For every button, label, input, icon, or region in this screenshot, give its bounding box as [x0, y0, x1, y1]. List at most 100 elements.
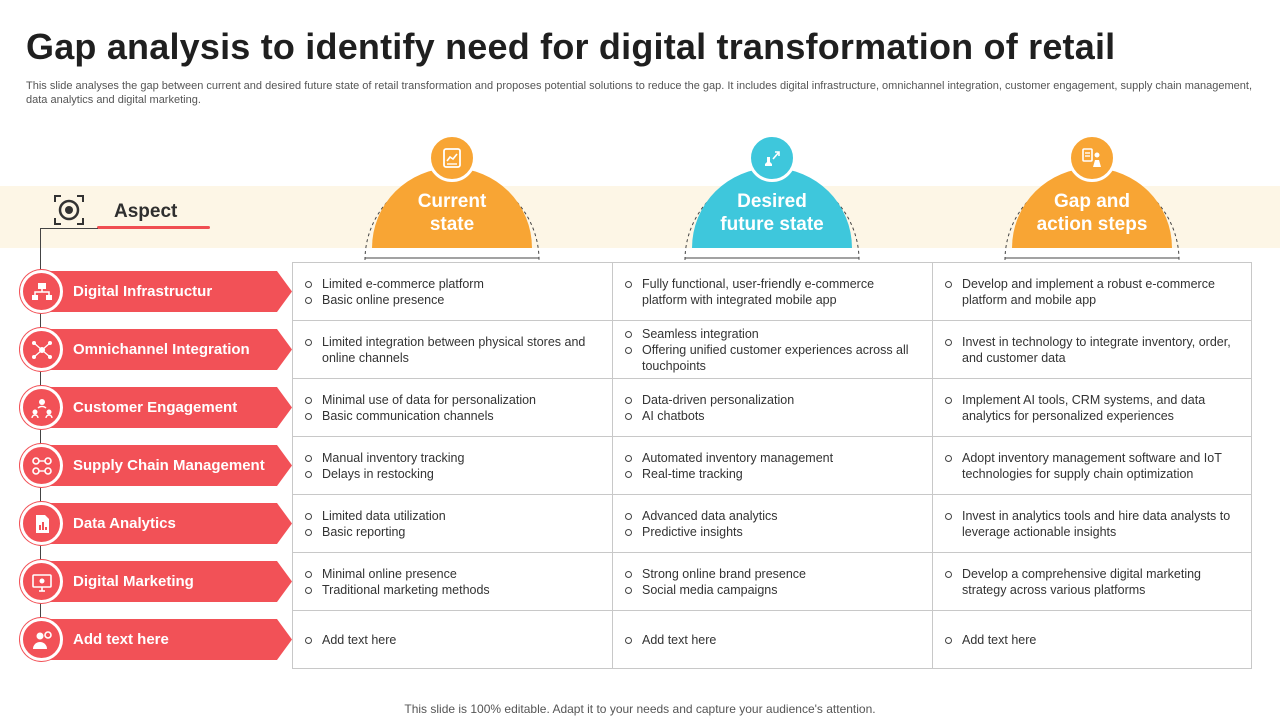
table-cell: Automated inventory management Real-time …: [613, 437, 933, 495]
aspect-row-label: Data Analytics: [20, 502, 292, 545]
aspect-label: Aspect: [114, 201, 178, 222]
bullet-item: Social media campaigns: [625, 582, 916, 598]
table-cell: Limited data utilization Basic reporting: [293, 495, 613, 553]
bullet-item: Manual inventory tracking: [305, 450, 596, 466]
aspect-row-text: Digital Marketing: [73, 573, 194, 590]
aspect-row-text: Supply Chain Management: [73, 457, 265, 474]
column-header-line2: future state: [720, 214, 824, 235]
aspect-ribbon: [42, 387, 292, 428]
aspect-ribbon: [42, 561, 292, 602]
aspect-underline: [97, 226, 210, 229]
aspect-ribbon: [42, 271, 292, 312]
aspect-row-label: Add text here: [20, 618, 292, 661]
bullet-item: Real-time tracking: [625, 466, 916, 482]
bullet-item: Predictive insights: [625, 524, 916, 540]
bullet-list: Fully functional, user-friendly e-commer…: [625, 276, 916, 308]
bullet-item: Invest in technology to integrate invent…: [945, 334, 1235, 366]
target-icon: [54, 195, 84, 225]
aspect-row-text: Omnichannel Integration: [73, 341, 250, 358]
footer-note: This slide is 100% editable. Adapt it to…: [404, 702, 876, 716]
bullet-list: Data-driven personalization AI chatbots: [625, 392, 916, 424]
bullet-item: Advanced data analytics: [625, 508, 916, 524]
table-cell: Limited integration between physical sto…: [293, 321, 613, 379]
bullet-list: Add text here: [625, 632, 916, 648]
bullet-item: Basic communication channels: [305, 408, 596, 424]
table-cell: Add text here: [293, 611, 613, 668]
bullet-list: Add text here: [945, 632, 1235, 648]
column-header-line1: Gap and: [1053, 191, 1130, 212]
aspect-row-text: Data Analytics: [73, 515, 176, 532]
aspect-row-label: Supply Chain Management: [20, 444, 292, 487]
dome-outline: [364, 172, 540, 260]
aspect-ribbon: [42, 619, 292, 660]
bullet-item: Traditional marketing methods: [305, 582, 596, 598]
bullet-item: Add text here: [945, 632, 1235, 648]
bullet-list: Automated inventory management Real-time …: [625, 450, 916, 482]
aspect-row-label: Digital Infrastructur: [20, 270, 292, 313]
supply-chain-icon: [20, 444, 63, 487]
table-cell: Minimal use of data for personalization B…: [293, 379, 613, 437]
aspect-row-text: Digital Infrastructur: [73, 283, 213, 300]
aspect-ribbon: [42, 329, 292, 370]
bullet-item: Limited e-commerce platform: [305, 276, 596, 292]
bullet-item: Develop and implement a robust e-commerc…: [945, 276, 1235, 308]
table-cell: Seamless integration Offering unified cus…: [613, 321, 933, 379]
bullet-item: Add text here: [305, 632, 596, 648]
bullet-item: Limited data utilization: [305, 508, 596, 524]
table-cell: Fully functional, user-friendly e-commer…: [613, 263, 933, 321]
hub-icon: [20, 328, 63, 371]
chart-report-icon: [428, 134, 476, 182]
column-header-line2: action steps: [1036, 214, 1148, 235]
gap-table: Limited e-commerce platform Basic online …: [292, 262, 1252, 669]
bullet-item: AI chatbots: [625, 408, 916, 424]
bullet-item: Basic online presence: [305, 292, 596, 308]
aspect-row-label: Digital Marketing: [20, 560, 292, 603]
table-cell: Implement AI tools, CRM systems, and dat…: [933, 379, 1251, 437]
table-cell: Develop a comprehensive digital marketin…: [933, 553, 1251, 611]
aspect-ribbon: [42, 503, 292, 544]
bullet-item: Fully functional, user-friendly e-commer…: [625, 276, 916, 308]
table-cell: Limited e-commerce platform Basic online …: [293, 263, 613, 321]
table-cell: Adopt inventory management software and …: [933, 437, 1251, 495]
aspect-row-label: Omnichannel Integration: [20, 328, 292, 371]
bullet-item: Minimal use of data for personalization: [305, 392, 596, 408]
bullet-item: Seamless integration: [625, 326, 916, 342]
aspect-ribbon: [42, 445, 292, 486]
document-chart-icon: [20, 502, 63, 545]
person-gear-icon: [20, 618, 63, 661]
bullet-list: Limited e-commerce platform Basic online …: [305, 276, 596, 308]
customers-icon: [20, 386, 63, 429]
bullet-item: Implement AI tools, CRM systems, and dat…: [945, 392, 1235, 424]
table-cell: Invest in analytics tools and hire data …: [933, 495, 1251, 553]
aspect-row-text: Add text here: [73, 631, 169, 648]
bullet-item: Strong online brand presence: [625, 566, 916, 582]
bullet-item: Delays in restocking: [305, 466, 596, 482]
bullet-list: Implement AI tools, CRM systems, and dat…: [945, 392, 1235, 424]
aspect-row-label: Customer Engagement: [20, 386, 292, 429]
bullet-item: Limited integration between physical sto…: [305, 334, 596, 366]
table-cell: Add text here: [613, 611, 933, 668]
aspect-connector-horizontal: [40, 228, 98, 229]
table-cell: Strong online brand presence Social media…: [613, 553, 933, 611]
column-header-line1: Desired: [737, 191, 807, 212]
bullet-item: Adopt inventory management software and …: [945, 450, 1235, 482]
aspect-row-text: Customer Engagement: [73, 399, 238, 416]
bullet-list: Manual inventory tracking Delays in resto…: [305, 450, 596, 482]
bullet-list: Adopt inventory management software and …: [945, 450, 1235, 482]
bullet-list: Add text here: [305, 632, 596, 648]
table-cell: Invest in technology to integrate invent…: [933, 321, 1251, 379]
page-title: Gap analysis to identify need for digita…: [26, 26, 1116, 67]
network-icon: [20, 270, 63, 313]
bullet-list: Strong online brand presence Social media…: [625, 566, 916, 598]
bullet-list: Develop and implement a robust e-commerc…: [945, 276, 1235, 308]
dome-outline: [1004, 172, 1180, 260]
bullet-list: Limited integration between physical sto…: [305, 334, 596, 366]
bullet-item: Minimal online presence: [305, 566, 596, 582]
bullet-list: Invest in technology to integrate invent…: [945, 334, 1235, 366]
bullet-list: Limited data utilization Basic reporting: [305, 508, 596, 540]
monitor-icon: [20, 560, 63, 603]
bullet-item: Develop a comprehensive digital marketin…: [945, 566, 1235, 598]
table-cell: Manual inventory tracking Delays in resto…: [293, 437, 613, 495]
checklist-person-icon: [1068, 134, 1116, 182]
table-cell: Advanced data analytics Predictive insigh…: [613, 495, 933, 553]
